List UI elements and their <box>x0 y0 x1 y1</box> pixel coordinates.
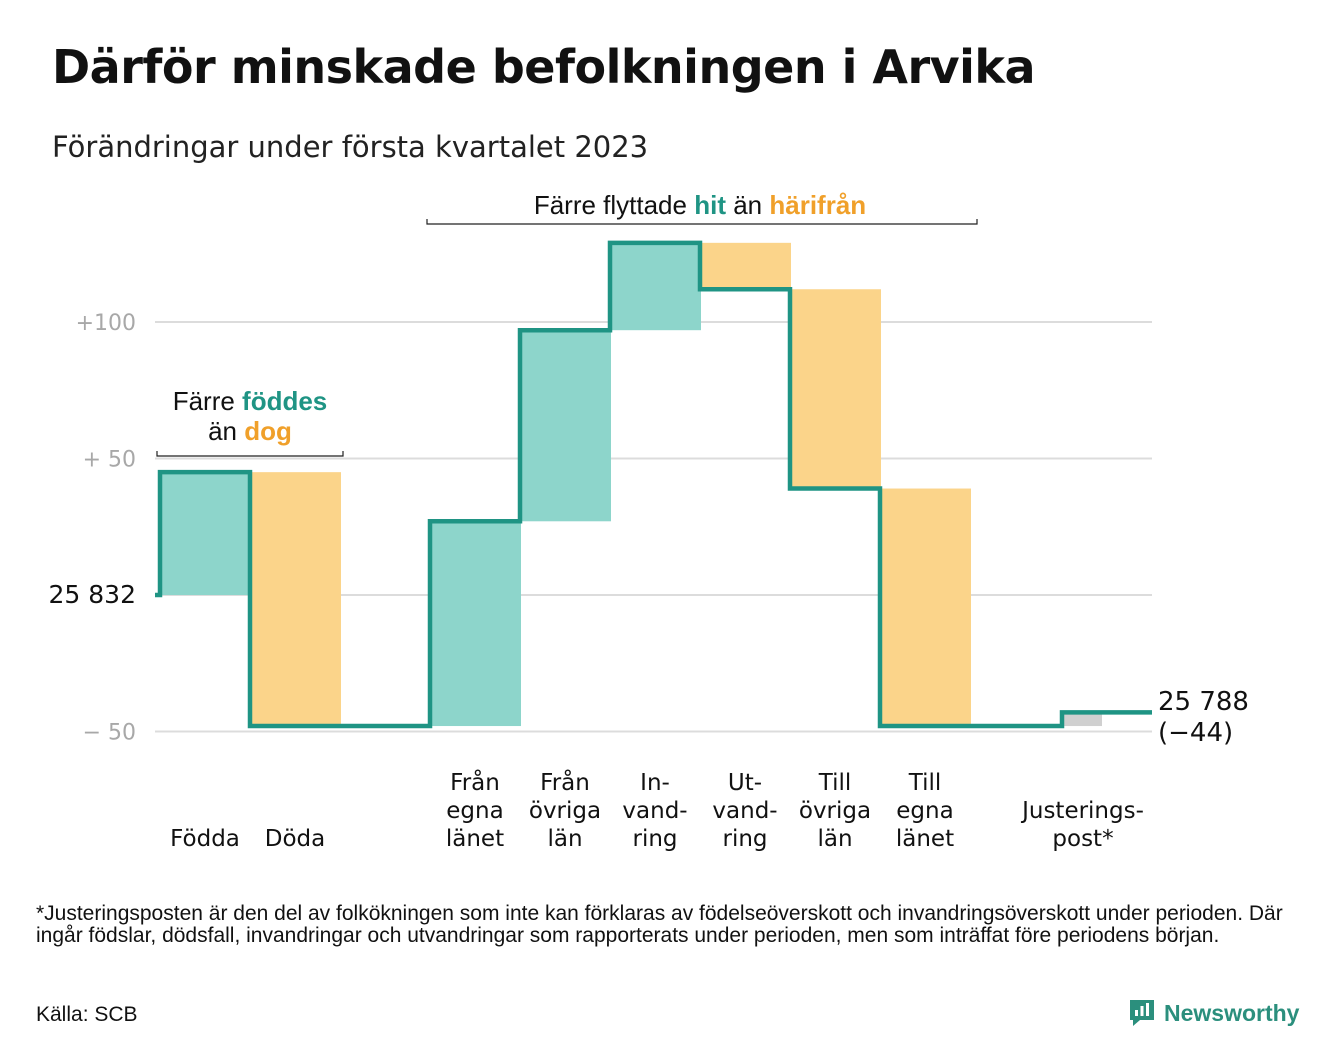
footnote: *Justeringsposten är den del av folkökni… <box>36 902 1283 947</box>
step-line-group <box>155 240 1152 729</box>
waterfall-chart: +100 + 50 25 832 − 50 Födda Döda Från egna läne… <box>49 190 1249 852</box>
category-label: Från egna länet <box>446 768 504 852</box>
end-value-label: 25 788 <box>1158 687 1249 717</box>
bar <box>790 289 881 489</box>
moves-annotation-bracket <box>426 219 978 225</box>
bar <box>250 472 341 727</box>
bar <box>880 488 971 727</box>
category-labels: Födda Döda Från egna länet Från övriga län In-va… <box>170 768 1144 852</box>
y-tick-label: − 50 <box>83 721 136 746</box>
newsworthy-logo-icon <box>1130 1000 1154 1026</box>
bar <box>520 330 611 522</box>
moves-annotation: Färre flyttade hit än härifrån <box>426 190 978 225</box>
births-annotation-highlight: föddes <box>242 386 327 416</box>
category-label: In-vand-ring <box>622 770 687 852</box>
bar <box>700 242 791 290</box>
category-label: Från övriga län <box>529 768 601 852</box>
brand: Newsworthy <box>1128 998 1299 1028</box>
bar <box>430 521 521 727</box>
births-annotation-highlight-2: dog <box>244 416 292 446</box>
step-line <box>155 240 1152 729</box>
category-label: Till övriga län <box>799 770 871 852</box>
births-annotation-bracket <box>156 451 344 457</box>
chart-title: Därför minskade befolkningen i Arvika <box>52 40 1036 94</box>
category-label: Döda <box>265 826 325 852</box>
births-annotation-pre: Färre <box>173 386 242 416</box>
source: Källa: SCB <box>36 1003 138 1026</box>
y-axis-tick-labels: +100 + 50 25 832 − 50 <box>49 311 136 746</box>
bars <box>160 242 1102 727</box>
category-label: Födda <box>170 826 240 852</box>
brand-name: Newsworthy <box>1164 999 1300 1026</box>
chart-subtitle: Förändringar under första kvartalet 2023 <box>52 130 649 164</box>
moves-annotation-mid: än <box>726 190 769 220</box>
moves-annotation-highlight-in: hit <box>694 190 726 220</box>
svg-text:Färre flyttade hit än härifrån: Färre flyttade hit än härifrån <box>534 190 866 220</box>
moves-annotation-pre: Färre flyttade <box>534 190 694 220</box>
moves-annotation-highlight-out: härifrån <box>769 190 866 220</box>
end-change-label: (−44) <box>1158 718 1233 748</box>
births-annotation-pre-2: än <box>208 416 244 446</box>
bar <box>160 472 250 595</box>
start-value-label: 25 832 <box>49 580 136 609</box>
bar <box>610 242 701 331</box>
births-annotation: Färre föddes än dog <box>156 386 344 457</box>
category-label: Justerings-post* <box>1020 798 1144 852</box>
category-label: Till egna länet <box>896 770 954 852</box>
svg-text:Färre föddes: Färre föddes <box>173 386 328 416</box>
bar <box>1062 712 1102 727</box>
y-tick-label: +100 <box>76 311 136 336</box>
y-tick-label: + 50 <box>83 448 136 473</box>
category-label: Ut-vand-ring <box>712 770 777 852</box>
svg-text:än dog: än dog <box>208 416 292 446</box>
